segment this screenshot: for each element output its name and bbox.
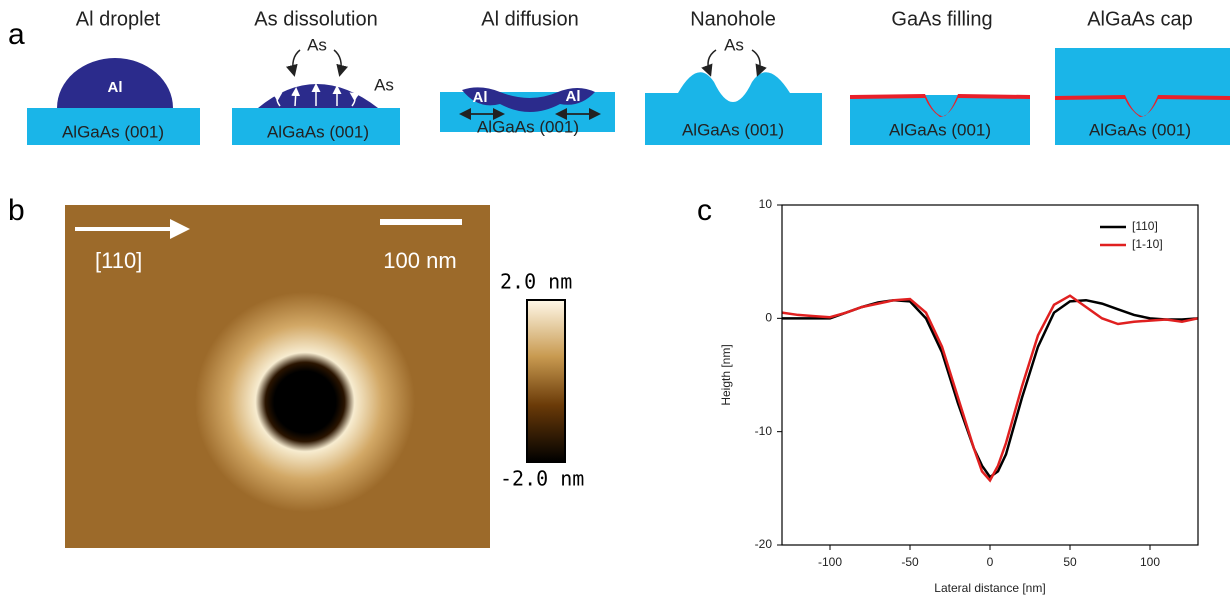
substrate-label: AlGaAs (001): [682, 120, 784, 139]
step: Nanohole As AlGaAs (001): [645, 8, 822, 145]
figure: a b c Al droplet Al AlGaAs (001) As diss…: [0, 0, 1231, 601]
label: As: [724, 35, 744, 54]
panel-label: c: [697, 194, 712, 227]
direction-label: [110]: [95, 248, 142, 273]
x-tick-label: 50: [1063, 555, 1077, 569]
step-title: AlGaAs cap: [1087, 8, 1193, 30]
y-tick-label: -20: [755, 537, 773, 551]
substrate-label: AlGaAs (001): [889, 120, 991, 139]
droplet: [258, 84, 378, 108]
x-tick-label: 0: [987, 555, 994, 569]
plot-frame: [782, 205, 1198, 545]
x-tick-label: -100: [818, 555, 842, 569]
step-title: Al droplet: [76, 8, 161, 30]
substrate-label: AlGaAs (001): [62, 122, 164, 141]
x-axis-label: Lateral distance [nm]: [934, 581, 1045, 595]
step: GaAs filling AlGaAs (001): [850, 8, 1030, 145]
scale-bar-label: 100 nm: [383, 248, 456, 273]
substrate-label: AlGaAs (001): [477, 117, 579, 136]
step-title: Al diffusion: [481, 8, 578, 30]
step: Al droplet Al AlGaAs (001): [27, 8, 200, 145]
step: As dissolution As As AlGaAs (001): [232, 8, 400, 145]
y-tick-label: 10: [759, 197, 773, 211]
label: Al: [108, 79, 123, 96]
series-line: [782, 300, 1198, 477]
colorbar-max: 2.0 nm: [500, 270, 572, 294]
substrate-label: AlGaAs (001): [1089, 120, 1191, 139]
label: Al: [566, 88, 581, 105]
legend-label: [1-10]: [1132, 237, 1163, 251]
label: As: [374, 75, 394, 94]
step: Al diffusion Al Al AlGaAs (001): [440, 8, 615, 136]
legend-label: [110]: [1132, 219, 1158, 233]
panel-label: b: [8, 194, 25, 227]
colorbar-min: -2.0 nm: [500, 467, 584, 491]
panel-label: a: [8, 18, 25, 51]
y-tick-label: -10: [755, 424, 773, 438]
substrate-label: AlGaAs (001): [267, 122, 369, 141]
series-line: [782, 296, 1198, 481]
x-tick-label: -50: [901, 555, 919, 569]
step-title: As dissolution: [254, 8, 377, 30]
x-tick-label: 100: [1140, 555, 1160, 569]
y-axis-label: Heigth [nm]: [719, 344, 733, 405]
label: Al: [473, 89, 488, 106]
label: As: [307, 35, 327, 54]
scale-bar: [380, 219, 462, 225]
colorbar: [527, 300, 565, 462]
step-title: GaAs filling: [891, 8, 992, 30]
y-tick-label: 0: [765, 311, 772, 325]
step: AlGaAs cap AlGaAs (001): [1055, 8, 1230, 145]
step-title: Nanohole: [690, 8, 776, 30]
